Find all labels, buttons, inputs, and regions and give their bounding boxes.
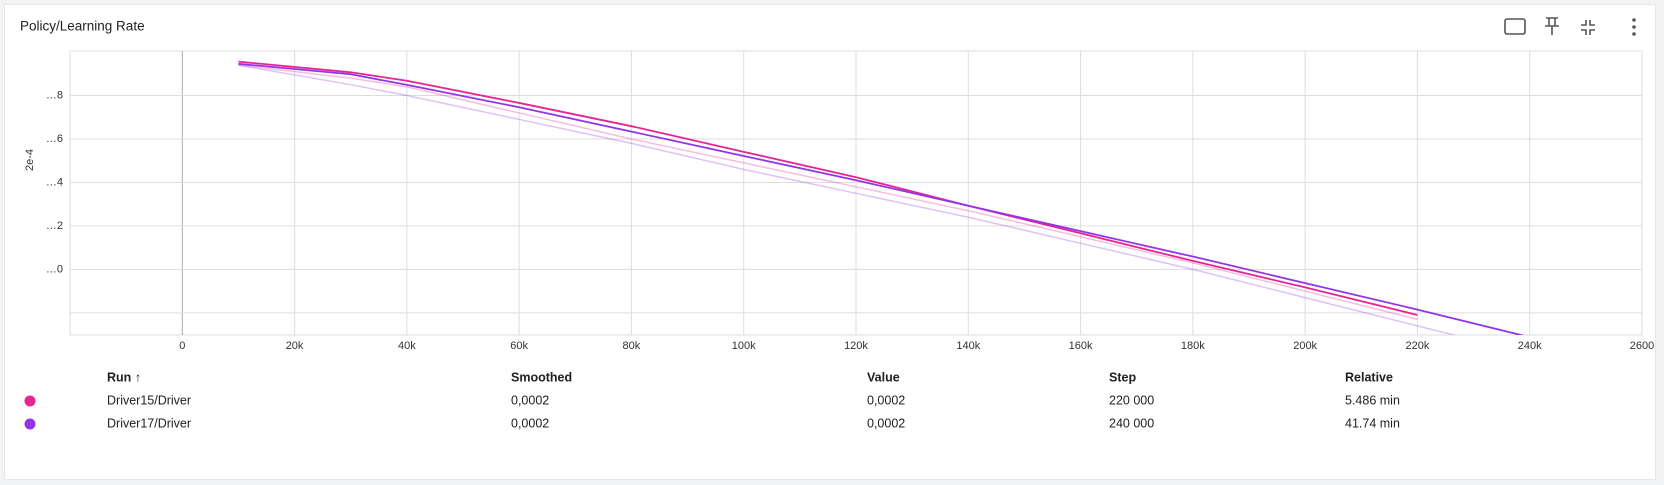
x-tick-label: 240k — [1518, 340, 1542, 352]
table-cell: 0,0002 — [867, 393, 905, 407]
x-tick-label: 180k — [1181, 340, 1205, 352]
smoothed-line — [238, 60, 1418, 316]
y-tick-label: …0 — [46, 263, 63, 275]
column-header: Relative — [1345, 370, 1393, 384]
table-cell: 5.486 min — [1345, 393, 1400, 407]
card-title: Policy/Learning Rate — [20, 19, 145, 34]
table-cell: Driver17/Driver — [107, 416, 191, 430]
collapse-button[interactable] — [1581, 20, 1595, 35]
x-tick-label: 80k — [623, 340, 641, 352]
fit-domain-button[interactable] — [1504, 18, 1526, 35]
y-tick-label: …8 — [46, 89, 63, 101]
x-tick-label: 2600 — [1630, 340, 1654, 352]
run-color-dot[interactable] — [24, 418, 36, 430]
table-cell: 220 000 — [1109, 393, 1154, 407]
x-tick-label: 60k — [510, 340, 528, 352]
y-tick-label: …6 — [46, 133, 63, 145]
column-header: Run ↑ — [107, 370, 141, 384]
table-cell: 0,0002 — [511, 416, 549, 430]
scalar-card — [4, 4, 1656, 480]
x-tick-label: 220k — [1405, 340, 1429, 352]
run-color-dot[interactable] — [24, 395, 36, 407]
menu-button[interactable] — [1632, 18, 1636, 36]
table-cell: 41.74 min — [1345, 416, 1400, 430]
x-tick-label: 120k — [844, 340, 868, 352]
y-tick-label: …4 — [46, 176, 63, 188]
raw-line — [238, 64, 1418, 321]
table-cell: 0,0002 — [867, 416, 905, 430]
y-tick-label: …2 — [46, 220, 63, 232]
table-cell: Driver15/Driver — [107, 393, 191, 407]
x-tick-label: 100k — [732, 340, 756, 352]
toolbar — [1504, 17, 1636, 36]
column-header: Smoothed — [511, 370, 572, 384]
smoothed-line — [238, 62, 1525, 335]
x-tick-label: 40k — [398, 340, 416, 352]
column-header: Step — [1109, 370, 1136, 384]
x-tick-label: 0 — [179, 340, 185, 352]
x-tick-label: 200k — [1293, 340, 1317, 352]
x-tick-label: 20k — [286, 340, 304, 352]
x-tick-label: 140k — [956, 340, 980, 352]
raw-line — [238, 64, 1457, 335]
y-axis-label: 2e-4 — [24, 149, 36, 171]
column-header: Value — [867, 370, 900, 384]
pin-button[interactable] — [1545, 17, 1559, 35]
x-tick-label: 160k — [1069, 340, 1093, 352]
table-cell: 0,0002 — [511, 393, 549, 407]
table-cell: 240 000 — [1109, 416, 1154, 430]
